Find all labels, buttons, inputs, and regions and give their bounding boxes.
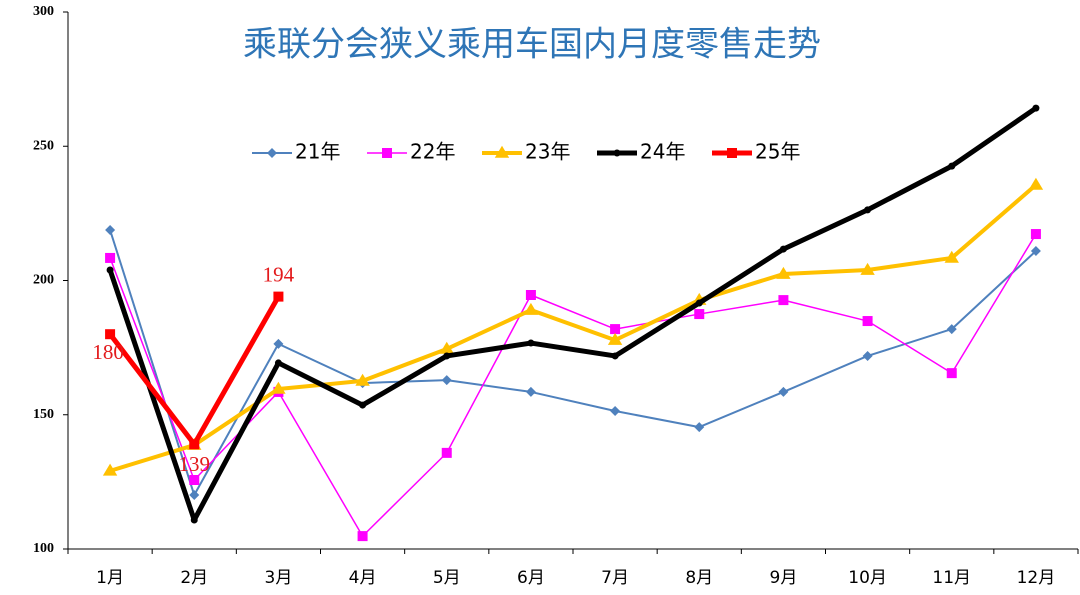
marker: [443, 352, 451, 360]
x-tick-label: 4月: [349, 568, 377, 588]
legend-label: 25年: [755, 140, 800, 164]
x-tick-label: 10月: [848, 568, 887, 588]
marker: [190, 516, 198, 524]
marker: [189, 490, 200, 501]
marker: [694, 309, 705, 320]
marker: [862, 350, 873, 361]
marker: [1030, 245, 1041, 256]
legend-label: 24年: [640, 140, 685, 164]
marker: [105, 329, 116, 340]
marker: [273, 338, 284, 349]
marker: [864, 206, 872, 214]
marker: [1028, 177, 1044, 190]
marker: [441, 375, 452, 386]
legend-marker: [727, 148, 737, 158]
marker: [274, 359, 282, 367]
marker: [694, 422, 705, 433]
y-tick-label: 150: [33, 407, 54, 422]
series-line: [109, 183, 1038, 473]
x-tick-label: 11月: [932, 568, 971, 588]
marker: [189, 439, 200, 450]
marker: [523, 302, 539, 315]
marker: [948, 162, 956, 170]
marker: [611, 352, 619, 360]
marker: [106, 266, 114, 274]
marker: [779, 245, 787, 253]
marker: [359, 401, 367, 409]
marker: [776, 266, 791, 279]
marker: [102, 463, 118, 476]
marker: [525, 289, 536, 300]
marker: [357, 531, 368, 542]
series-line: [107, 106, 1038, 523]
x-tick-label: 7月: [601, 568, 629, 588]
marker: [1032, 104, 1040, 112]
legend-marker: [382, 148, 392, 158]
marker: [441, 447, 452, 458]
legend-marker: [613, 149, 621, 157]
marker: [355, 373, 370, 386]
chart-title: 乘联分会狭义乘用车国内月度零售走势: [243, 25, 821, 65]
marker: [862, 316, 873, 327]
y-tick-label: 200: [33, 273, 54, 288]
marker: [439, 341, 454, 354]
marker: [271, 381, 286, 394]
marker: [944, 250, 959, 263]
marker: [273, 291, 284, 302]
data-label: 180: [92, 340, 124, 364]
series-line: [108, 295, 281, 447]
x-tick-label: 5月: [433, 568, 461, 588]
marker: [946, 368, 957, 379]
marker: [105, 252, 116, 263]
marker: [105, 225, 116, 236]
legend-label: 21年: [295, 140, 340, 164]
series-line: [109, 229, 1037, 497]
x-tick-label: 2月: [180, 568, 208, 588]
marker: [946, 324, 957, 335]
marker: [695, 299, 703, 307]
x-tick-label: 3月: [265, 568, 293, 588]
legend-label: 22年: [410, 140, 455, 164]
x-tick-label: 12月: [1017, 568, 1056, 588]
marker: [189, 474, 200, 485]
data-label: 194: [263, 262, 295, 286]
legend-marker: [267, 148, 277, 158]
marker: [778, 295, 789, 306]
y-tick-label: 100: [33, 541, 54, 556]
x-tick-label: 6月: [517, 568, 545, 588]
marker: [1030, 229, 1041, 240]
marker: [527, 339, 535, 347]
marker: [778, 386, 789, 397]
x-tick-label: 9月: [770, 568, 798, 588]
marker: [860, 262, 875, 275]
series-line: [109, 233, 1037, 537]
marker: [525, 386, 536, 397]
y-tick-label: 250: [33, 138, 54, 153]
y-tick-label: 300: [33, 4, 54, 19]
x-tick-label: 1月: [96, 568, 124, 588]
marker: [610, 405, 621, 416]
marker: [610, 324, 621, 335]
data-label: 139: [179, 452, 211, 476]
legend-marker: [494, 145, 510, 158]
x-tick-label: 8月: [685, 568, 713, 588]
legend-label: 23年: [525, 140, 570, 164]
marker: [607, 332, 623, 345]
